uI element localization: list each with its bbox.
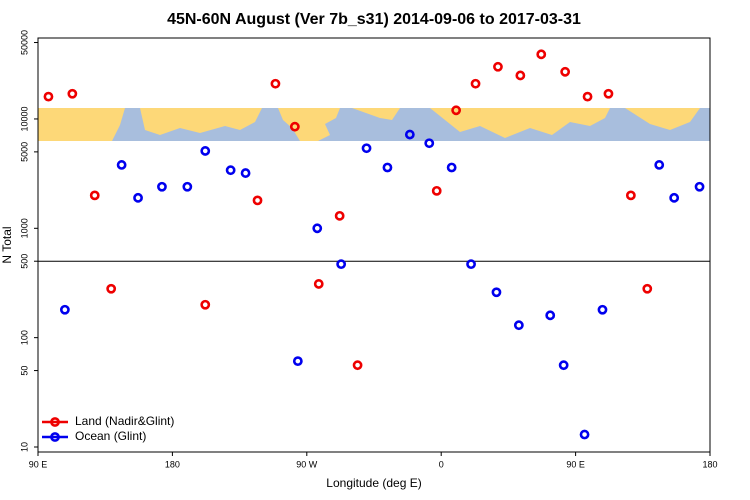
data-point [558, 360, 569, 371]
data-point [133, 192, 143, 203]
chart-title: 45N-60N August (Ver 7b_s31) 2014-09-06 t… [167, 11, 581, 28]
data-point [466, 259, 476, 270]
data-point [361, 143, 372, 154]
data-point [545, 310, 556, 321]
data-point [582, 91, 593, 102]
data-point [89, 190, 100, 201]
data-point [404, 129, 415, 140]
x-axis-label: Longitude (deg E) [326, 476, 421, 490]
data-point [289, 121, 300, 132]
data-point [292, 356, 303, 367]
data-point [597, 304, 608, 315]
data-point [431, 185, 442, 196]
x-tick-label: 180 [165, 459, 180, 469]
data-point [493, 61, 503, 72]
data-point [669, 192, 680, 203]
data-point [470, 78, 481, 89]
data-point [642, 283, 653, 294]
data-point [157, 181, 167, 192]
y-tick-label: 50000 [19, 30, 29, 55]
y-tick-label: 10 [19, 442, 29, 452]
data-point [382, 162, 393, 173]
data-point [313, 279, 324, 289]
data-point [451, 105, 462, 116]
data-point [352, 360, 363, 371]
legend-marker [50, 432, 60, 442]
y-tick-label: 500 [19, 254, 29, 269]
data-point [312, 223, 323, 234]
data-point [225, 165, 236, 176]
data-point [336, 259, 347, 270]
data-point [513, 320, 524, 331]
map-land [38, 108, 700, 141]
data-point [536, 49, 547, 60]
data-point [200, 299, 211, 310]
x-tick-label: 180 [702, 459, 717, 469]
data-point [43, 91, 54, 102]
y-tick-label: 50 [19, 366, 29, 376]
x-tick-label: 90 W [296, 459, 318, 469]
x-tick-label: 90 E [29, 459, 48, 469]
legend-label: Land (Nadir&Glint) [75, 414, 174, 428]
data-point [116, 160, 127, 170]
data-point [446, 162, 457, 173]
y-tick-label: 1000 [19, 218, 29, 238]
data-point [240, 168, 251, 178]
data-point [59, 304, 70, 315]
y-tick-label: 5000 [19, 142, 29, 162]
data-point [603, 88, 614, 99]
data-point [579, 429, 590, 440]
data-point [424, 138, 435, 149]
data-point [654, 160, 665, 170]
y-tick-label: 10000 [19, 106, 29, 131]
data-point [252, 195, 263, 206]
legend-marker [50, 417, 60, 427]
x-tick-label: 0 [439, 459, 444, 469]
data-point [67, 88, 78, 99]
data-point [560, 66, 571, 77]
data-point [625, 190, 636, 201]
data-point [491, 287, 502, 298]
data-point [106, 283, 117, 294]
data-point [200, 146, 211, 156]
x-tick-label: 90 E [566, 459, 585, 469]
data-point [694, 181, 705, 192]
data-point [270, 78, 281, 89]
data-point [515, 70, 526, 81]
y-axis-label: N Total [0, 226, 14, 263]
y-tick-label: 100 [19, 330, 29, 345]
data-point [182, 181, 193, 192]
legend-label: Ocean (Glint) [75, 429, 146, 443]
data-point [334, 210, 345, 221]
plot-frame [37, 37, 711, 453]
